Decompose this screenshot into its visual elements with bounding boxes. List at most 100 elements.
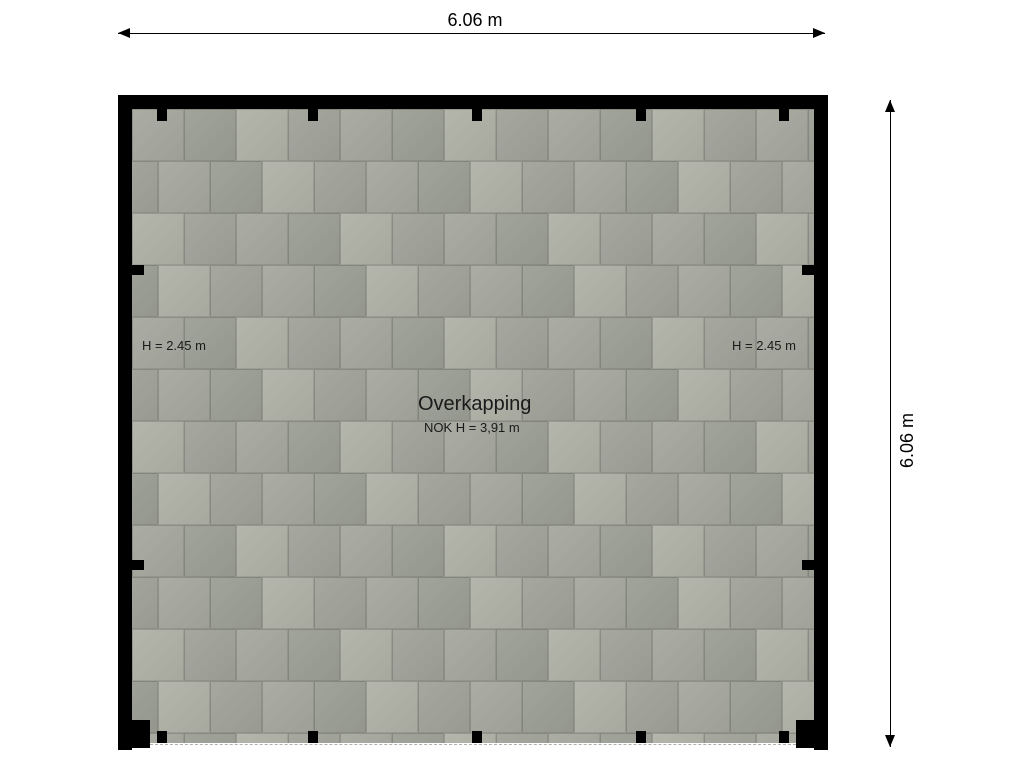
floor-tile [236, 525, 288, 577]
floor-tile [470, 265, 522, 317]
floor-tile [366, 161, 418, 213]
floor-tile [288, 421, 340, 473]
floor-tile [366, 577, 418, 629]
floor-tile [626, 681, 678, 733]
floor-tile [730, 473, 782, 525]
floor-tile [704, 629, 756, 681]
floor-tile [158, 681, 210, 733]
floor-tile [652, 109, 704, 161]
floor-tile [444, 629, 496, 681]
floor-tile [496, 733, 548, 743]
floor-tile [262, 161, 314, 213]
floor-tile [340, 317, 392, 369]
floor-tile [184, 525, 236, 577]
floor-tile [600, 525, 652, 577]
floor-tile [574, 473, 626, 525]
floor-tile [392, 525, 444, 577]
floor-tile [626, 265, 678, 317]
room-subtitle: NOK H = 3,91 m [424, 420, 520, 435]
floor-tile [392, 317, 444, 369]
floor-tile [314, 161, 366, 213]
floor-tile [210, 681, 262, 733]
dimension-top-arrow-left [118, 28, 130, 38]
floor-tile [314, 265, 366, 317]
floor-tile [652, 213, 704, 265]
floor-tile [782, 369, 814, 421]
floor-tile [808, 629, 814, 681]
post-right [802, 560, 814, 570]
floor-tile [756, 213, 808, 265]
floor-tile [184, 109, 236, 161]
floor-tile [652, 525, 704, 577]
floor-tile [288, 317, 340, 369]
floor-tile [314, 473, 366, 525]
post-bottom [779, 731, 789, 743]
floor-tile [730, 265, 782, 317]
floor-tile [704, 733, 756, 743]
height-label-left: H = 2.45 m [142, 338, 206, 353]
wall-corner-bottom-right [796, 720, 828, 748]
floor-tile [522, 577, 574, 629]
floor-tile [314, 681, 366, 733]
floor-tile [548, 109, 600, 161]
floor-tile [288, 629, 340, 681]
floor-tile [782, 161, 814, 213]
opening-dash-line [150, 744, 796, 745]
floor-tile [392, 733, 444, 743]
floor-tile [730, 681, 782, 733]
floor-tile [444, 109, 496, 161]
floor-tile [262, 681, 314, 733]
post-bottom [157, 731, 167, 743]
floor-tile [470, 577, 522, 629]
floor-tile [470, 473, 522, 525]
floor-tile [158, 265, 210, 317]
floor-tile [678, 369, 730, 421]
floor-tile [678, 577, 730, 629]
floor-tile [522, 161, 574, 213]
floor-tile [548, 213, 600, 265]
height-label-right: H = 2.45 m [732, 338, 796, 353]
floor-tile [314, 369, 366, 421]
floor-tile [418, 681, 470, 733]
floor-tile [262, 473, 314, 525]
post-top [157, 109, 167, 121]
floor-tile [418, 161, 470, 213]
tile-row [132, 525, 814, 577]
floor-tile [548, 525, 600, 577]
floor-tile [704, 213, 756, 265]
dimension-top-line [118, 33, 825, 34]
floor-tile [366, 473, 418, 525]
floor-tile [652, 733, 704, 743]
floorplan-canvas: 6.06 m 6.06 m Overkapping NOK H = 3,91 m… [0, 0, 1024, 768]
floor-tile [704, 109, 756, 161]
tile-row [132, 629, 814, 681]
wall-corner-bottom-left [118, 720, 150, 748]
floor-tile [548, 629, 600, 681]
floor-tile [808, 109, 814, 161]
floor-tile [314, 577, 366, 629]
dimension-right-line [890, 100, 891, 747]
post-bottom [308, 731, 318, 743]
tile-row [132, 265, 814, 317]
floor-tile [626, 161, 678, 213]
wall-left [118, 95, 132, 750]
floor-tile [652, 629, 704, 681]
dimension-top-label: 6.06 m [430, 10, 520, 31]
floor-tile [210, 265, 262, 317]
floor-tile [288, 525, 340, 577]
floor-tile [626, 369, 678, 421]
floor-tile [262, 577, 314, 629]
floor-tile [782, 577, 814, 629]
floor-tile [600, 421, 652, 473]
floor-tile [418, 265, 470, 317]
floor-tile [496, 317, 548, 369]
floor-tile [340, 421, 392, 473]
floor-tile [210, 369, 262, 421]
floor-tile [730, 577, 782, 629]
floor-tile [184, 421, 236, 473]
dimension-right-arrow-up [885, 100, 895, 112]
floor-tile [444, 733, 496, 743]
floor-tile [704, 525, 756, 577]
floor-tile [626, 577, 678, 629]
floor-tile [678, 265, 730, 317]
